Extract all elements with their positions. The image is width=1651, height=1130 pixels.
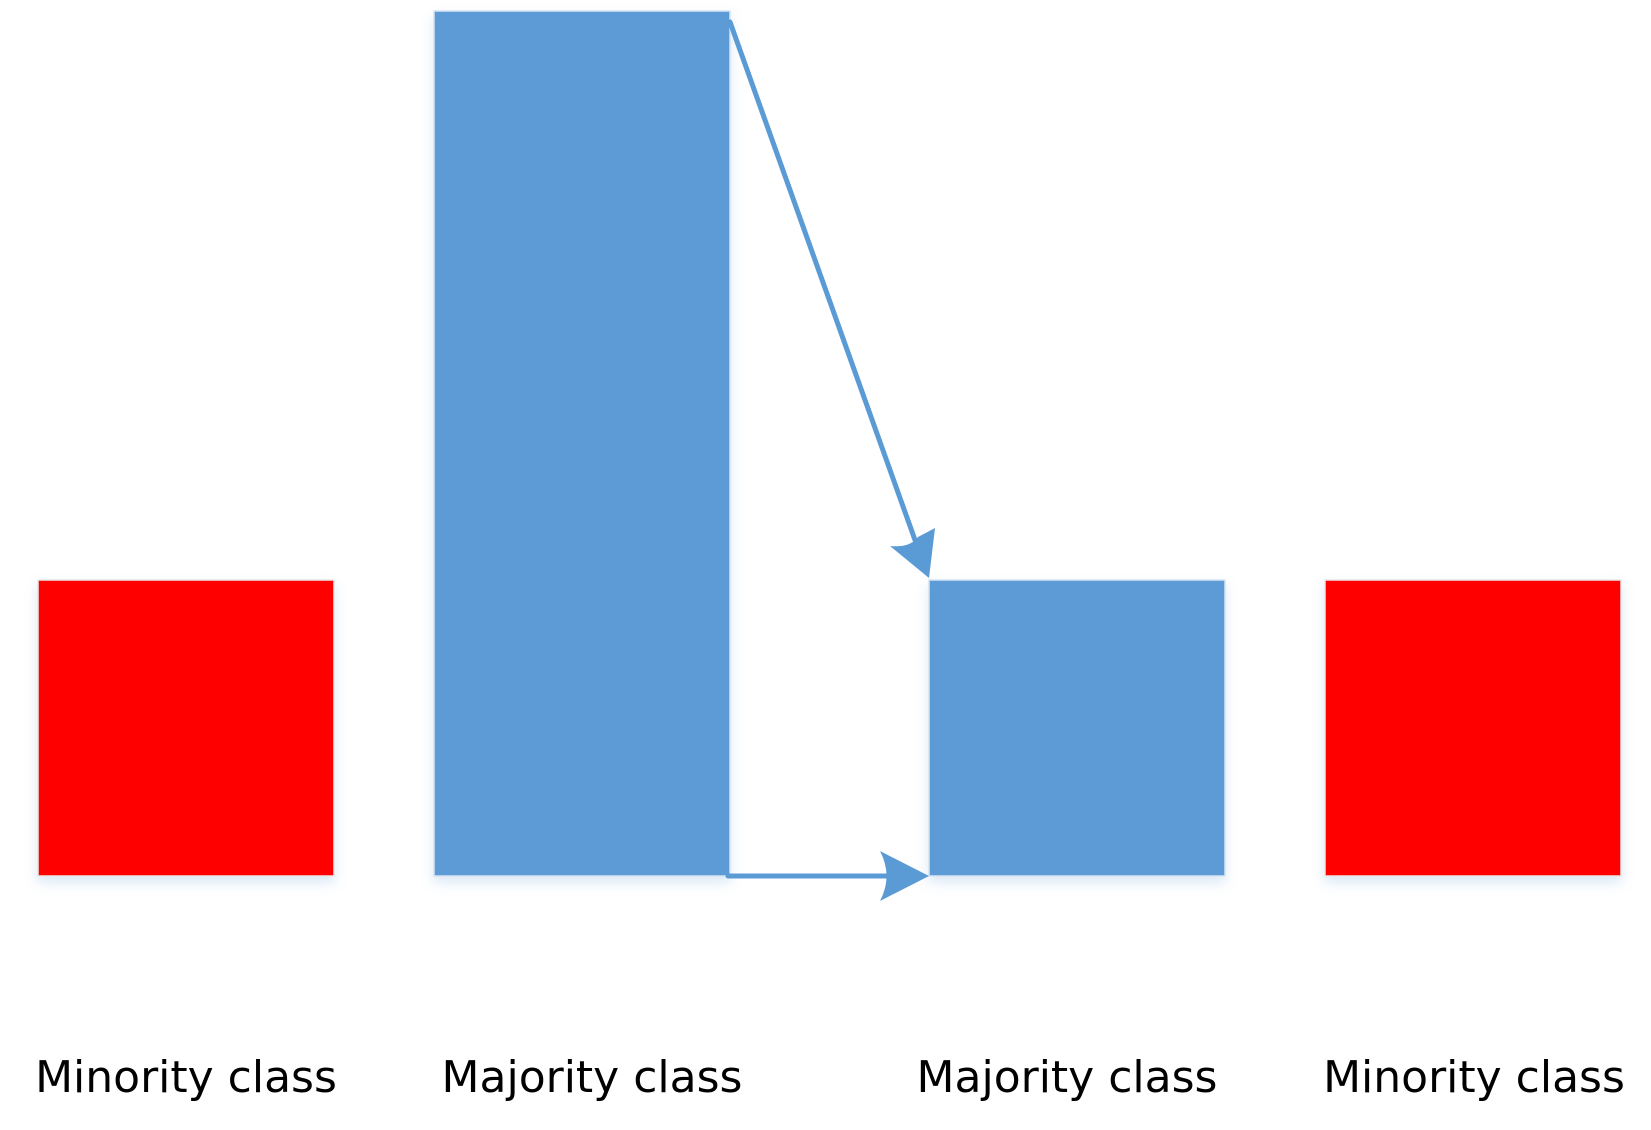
top-reduction-arrow [727, 19, 935, 578]
minority-class-bar-before [37, 579, 335, 877]
minority-class-bar-after [1324, 579, 1622, 877]
bottom-reduction-arrow [725, 851, 929, 901]
top-arrow-shaft [727, 19, 918, 543]
majority-class-bar-before [433, 10, 731, 877]
minority-class-label-before: Minority class [35, 1052, 337, 1103]
top-arrowhead-icon [890, 528, 935, 578]
majority-class-bar-after [928, 579, 1226, 877]
bottom-arrowhead-icon [880, 851, 929, 901]
majority-class-label-before: Majority class [442, 1052, 743, 1103]
majority-class-label-after: Majority class [917, 1052, 1218, 1103]
minority-class-label-after: Minority class [1323, 1052, 1625, 1103]
